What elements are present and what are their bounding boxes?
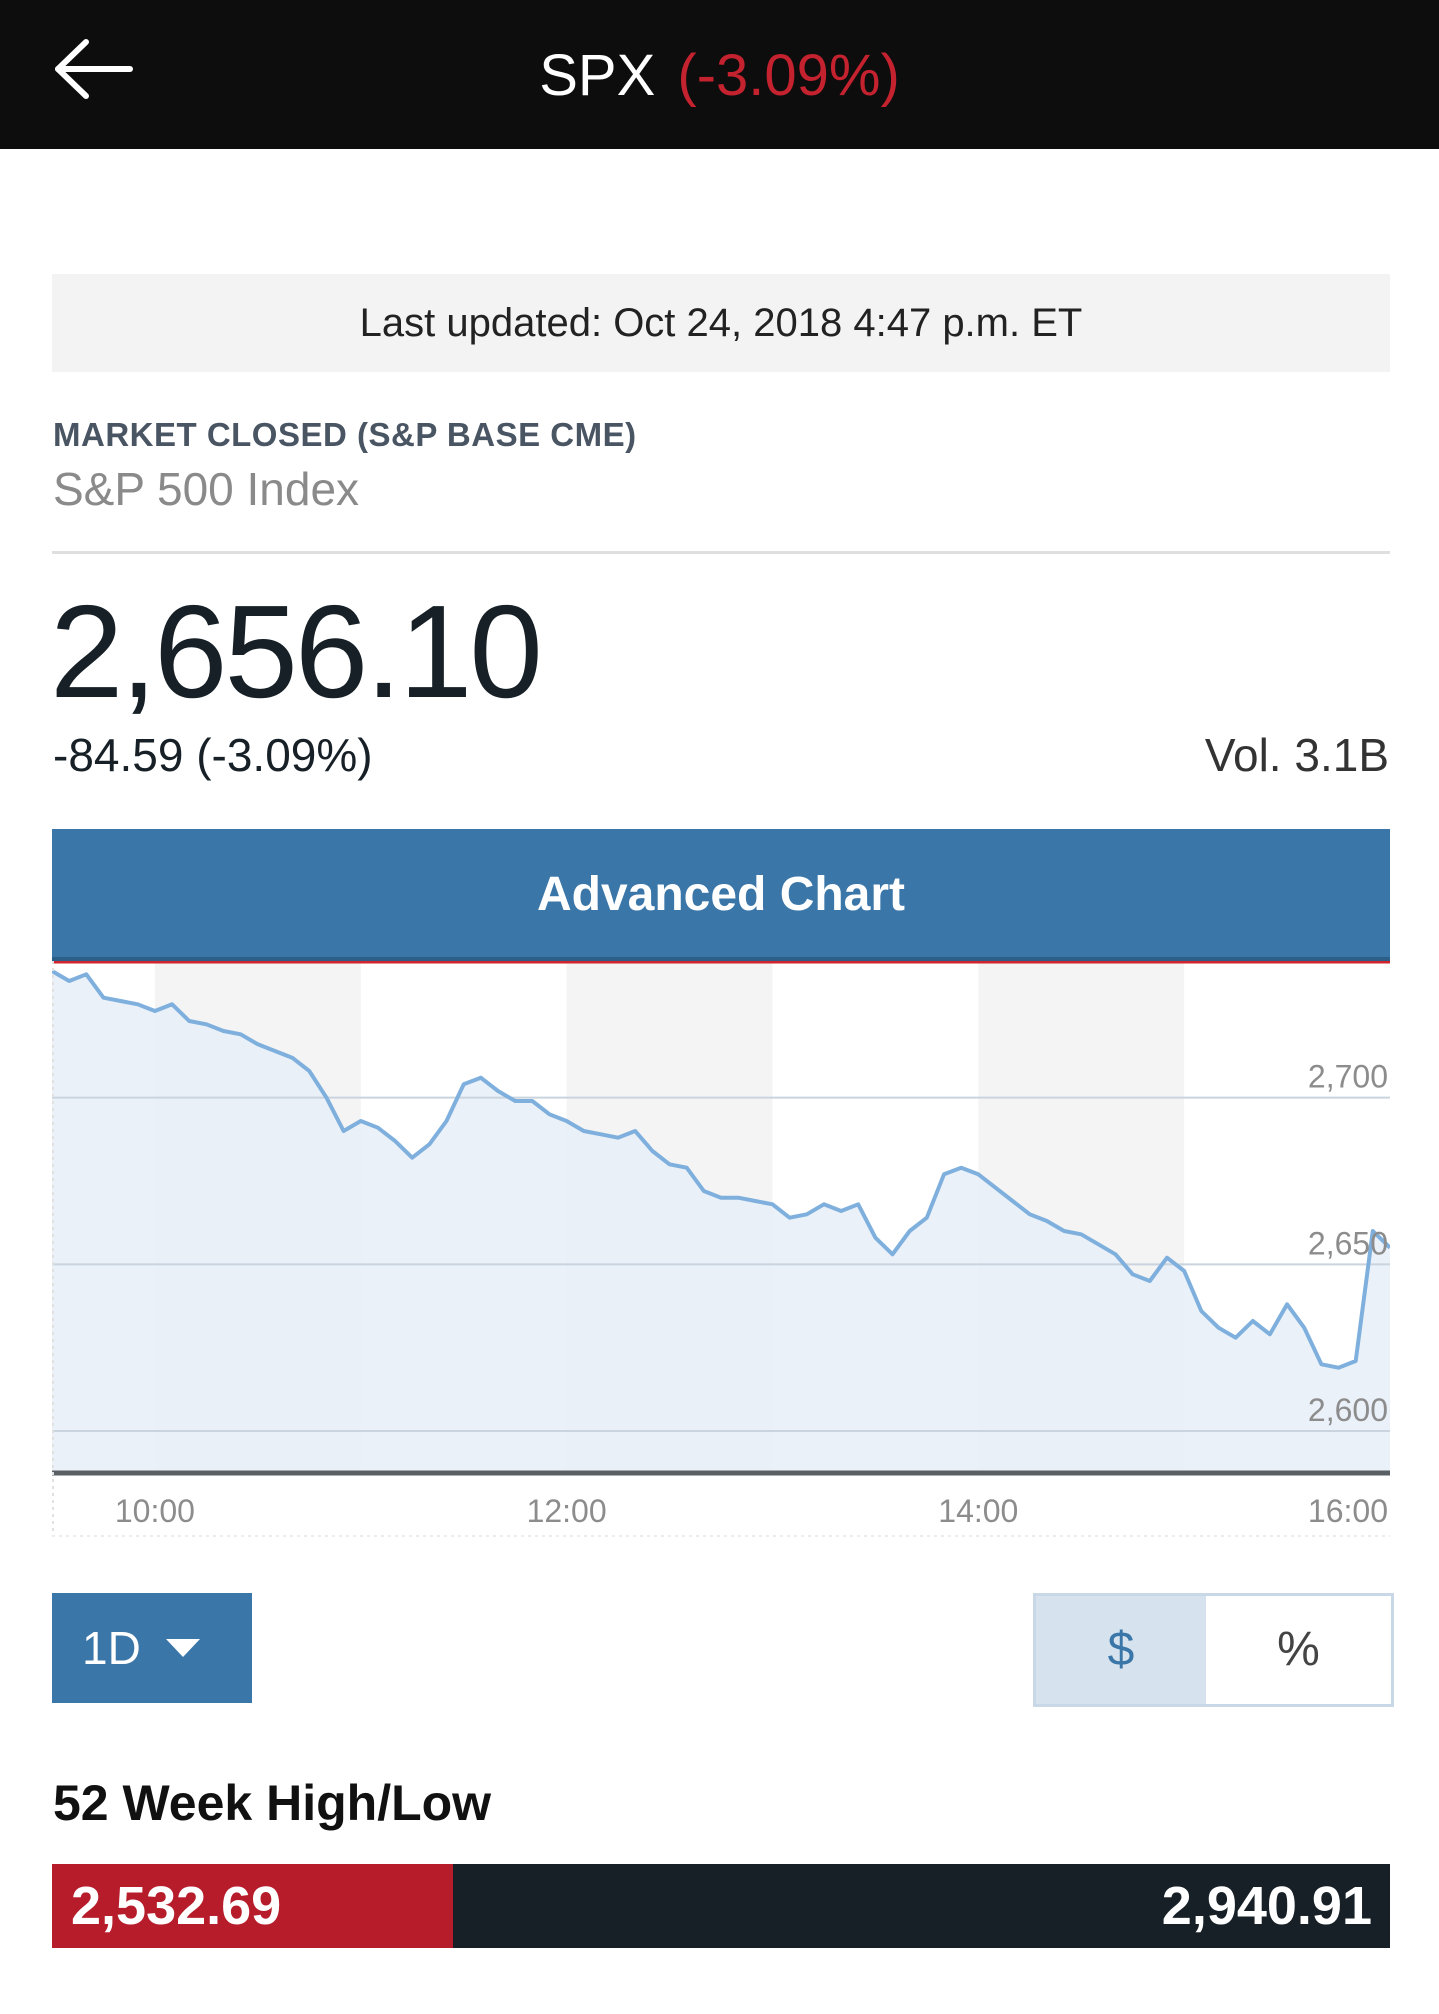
header-change-percent: (-3.09%): [677, 43, 900, 108]
y-tick-label: 2,600: [1308, 1392, 1388, 1428]
ticker-symbol: SPX: [539, 43, 656, 108]
price-change: -84.59 (-3.09%): [53, 729, 373, 781]
high-low-bar: 2,532.69 2,940.91: [52, 1864, 1390, 1948]
time-range-dropdown[interactable]: 1D: [52, 1593, 252, 1703]
y-tick-label: 2,650: [1308, 1225, 1388, 1261]
unit-toggle: $ %: [1033, 1593, 1394, 1707]
price-area: [52, 971, 1390, 1471]
time-range-label: 1D: [82, 1622, 141, 1674]
dollar-toggle-button[interactable]: $: [1036, 1596, 1206, 1704]
x-tick-label: 14:00: [938, 1493, 1018, 1529]
page-title: SPX (-3.09%): [0, 0, 1439, 149]
top-bar: SPX (-3.09%): [0, 0, 1439, 149]
arrow-left-icon: [55, 39, 133, 99]
last-updated-banner: Last updated: Oct 24, 2018 4:47 p.m. ET: [52, 274, 1390, 372]
percent-toggle-button[interactable]: %: [1277, 1623, 1320, 1676]
x-tick-label: 12:00: [527, 1493, 607, 1529]
chart-svg: 2,600 2,650 2,700 10:00 12:00 14:00 16:00: [52, 961, 1390, 1537]
divider: [52, 551, 1390, 554]
back-button[interactable]: [52, 34, 136, 104]
current-price: 2,656.10: [50, 578, 543, 725]
volume: Vol. 3.1B: [1204, 729, 1389, 781]
x-tick-label: 16:00: [1308, 1493, 1388, 1529]
index-name: S&P 500 Index: [53, 463, 360, 515]
price-line: [52, 969, 1390, 1370]
week-52-low: 2,532.69: [71, 1876, 282, 1936]
advanced-chart-button[interactable]: Advanced Chart: [52, 829, 1390, 961]
high-low-range-fill: [52, 1864, 454, 1948]
week-52-high: 2,940.91: [1161, 1876, 1372, 1936]
x-tick-label: 10:00: [115, 1493, 195, 1529]
market-status: MARKET CLOSED (S&P BASE CME): [53, 416, 637, 453]
y-tick-label: 2,700: [1308, 1059, 1388, 1095]
caret-down-icon: [166, 1639, 200, 1657]
intraday-chart: 2,600 2,650 2,700 10:00 12:00 14:00 16:00: [52, 961, 1390, 1541]
high-low-title: 52 Week High/Low: [53, 1775, 492, 1831]
